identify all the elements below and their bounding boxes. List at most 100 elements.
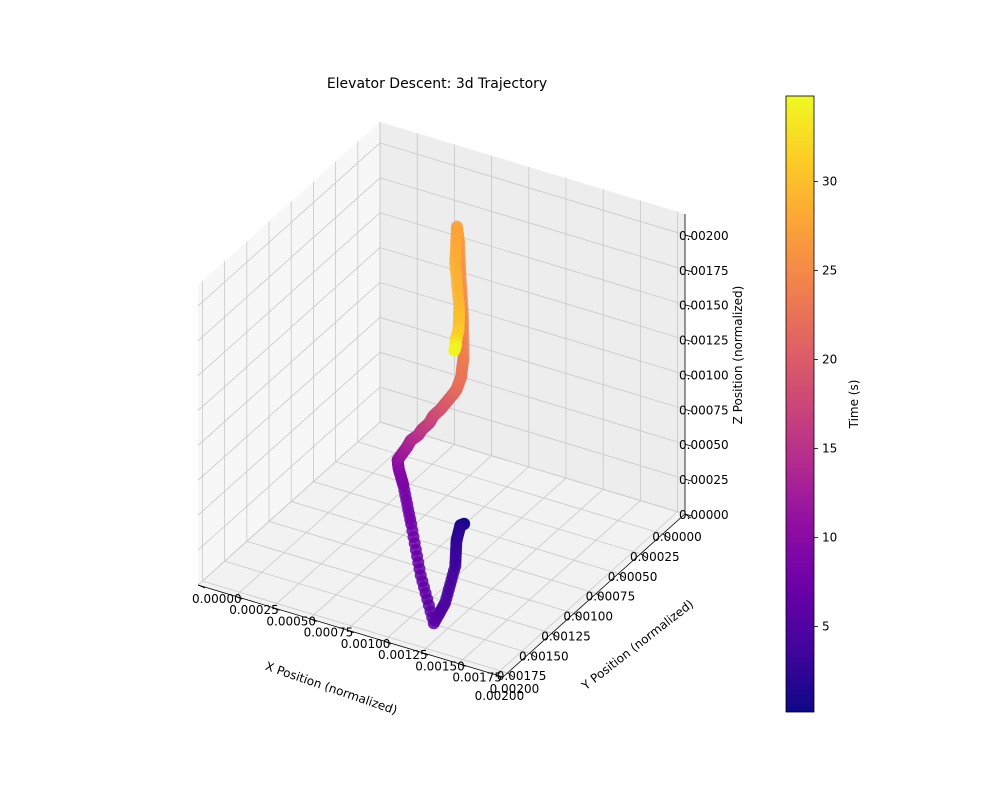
z-tick-label: 0.00150	[679, 299, 729, 313]
y-tick-label: 0.00100	[341, 637, 391, 651]
y-axis-line	[197, 584, 504, 678]
x-tick	[595, 593, 603, 598]
y-tick-label: 0.00050	[266, 614, 316, 628]
x-tick	[507, 672, 514, 678]
grid-line-z-back	[379, 247, 686, 340]
grid-line-y-floor	[420, 489, 604, 653]
z-tick-label: 0.00075	[679, 403, 729, 417]
grid-line-z-left	[197, 177, 381, 342]
y-tick	[458, 663, 466, 667]
y-tick	[421, 651, 429, 656]
z-tick	[684, 234, 693, 238]
colorbar-tick-label: 30	[822, 175, 837, 189]
y-tick-label: 0.00200	[490, 682, 540, 696]
y-tick-label: 0.00075	[304, 626, 354, 640]
grid-line-z-back	[379, 421, 686, 515]
y-tick	[495, 674, 503, 679]
y-tick-label: 0.00175	[452, 671, 502, 685]
x-tick-label: 0.00025	[630, 550, 680, 564]
colorbar-ticks: 5 10 15 20 25 30	[814, 175, 837, 634]
axes-panes	[198, 122, 685, 677]
z-tick	[684, 513, 693, 517]
y-tick	[383, 640, 392, 645]
z-tick	[684, 478, 693, 482]
grid-line-z-left	[197, 212, 381, 376]
y-tick-label: 0.00150	[415, 659, 465, 673]
colorbar-tick-label: 25	[822, 264, 837, 278]
trajectory-points	[391, 220, 471, 630]
grid-line-x-floor	[357, 441, 663, 535]
trajectory-point	[448, 344, 461, 357]
floor-pane	[198, 422, 685, 677]
z-tick	[684, 374, 693, 377]
grid-line-z-back	[379, 177, 686, 271]
x-tick-label: 0.00150	[519, 649, 569, 663]
colorbar-label: Time (s)	[847, 380, 861, 430]
z-tick-label: 0.00025	[679, 473, 729, 487]
z-tick-label: 0.00200	[679, 229, 729, 243]
x-tick-label: 0.00200	[475, 689, 525, 703]
z-tick-label: 0.00000	[679, 508, 729, 522]
grid-line-x-floor	[291, 501, 597, 594]
x-tick	[618, 573, 625, 578]
x-tick	[529, 652, 536, 658]
x-tick-label: 0.00175	[497, 669, 547, 683]
grid-line-z-back	[379, 142, 686, 236]
x-tick-label: 0.00100	[563, 610, 613, 624]
tick-marks: 0.000000.000250.000500.000750.001000.001…	[192, 229, 729, 703]
z-tick-label: 0.00125	[679, 334, 729, 348]
y-tick-label: 0.00125	[378, 648, 428, 662]
grid-line-z-left	[197, 421, 381, 586]
grid-lines	[197, 122, 686, 676]
z-tick	[684, 408, 693, 412]
y-tick	[346, 629, 354, 634]
grid-line-y-floor	[458, 500, 641, 664]
x-tick-label: 0.00075	[586, 590, 636, 604]
z-tick-label: 0.00100	[679, 369, 729, 383]
grid-line-y-floor	[234, 432, 418, 597]
z-tick	[684, 339, 693, 342]
z-axis-label: Z Position (normalized)	[731, 286, 745, 425]
colorbar-tick-label: 15	[822, 442, 837, 456]
back-pane	[380, 122, 685, 514]
grid-line-x-floor	[202, 580, 508, 674]
axis-lines	[197, 214, 686, 678]
grid-line-z-back	[379, 282, 686, 375]
grid-line-z-back	[379, 386, 686, 480]
grid-line-z-back	[379, 316, 686, 410]
x-axis-label: X Position (normalized)	[263, 659, 399, 717]
grid-line-z-left	[197, 386, 381, 551]
grid-line-y-floor	[346, 466, 530, 631]
x-tick	[573, 613, 581, 618]
grid-line-z-back	[379, 212, 686, 306]
grid-line-x-floor	[224, 560, 530, 654]
colorbar-tick-label: 20	[822, 353, 837, 367]
grid-line-x-floor	[335, 461, 641, 555]
grid-line-y-floor	[383, 477, 567, 642]
x-axis-line	[502, 513, 686, 678]
x-tick	[662, 533, 670, 539]
x-tick	[551, 632, 559, 638]
y-tick-label: 0.00025	[229, 603, 279, 617]
grid-line-z-back	[379, 351, 686, 445]
z-tick	[684, 304, 693, 308]
grid-line-x-floor	[246, 540, 552, 634]
y-tick-label: 0.00000	[192, 592, 242, 606]
grid-line-z-left	[197, 282, 381, 446]
grid-line-z-left	[197, 142, 381, 307]
colorbar-tick-label: 5	[822, 620, 830, 634]
grid-line-y-floor	[495, 511, 678, 676]
left-pane	[198, 122, 380, 585]
y-tick	[235, 595, 243, 600]
grid-line-z-left	[197, 317, 381, 481]
y-tick	[197, 584, 206, 589]
colorbar-tick-label: 10	[822, 531, 837, 545]
x-tick-label: 0.00050	[608, 570, 658, 584]
grid-line-y-floor	[272, 444, 455, 608]
z-tick-label: 0.00050	[679, 438, 729, 452]
z-tick	[684, 269, 693, 273]
z-tick-label: 0.00175	[679, 264, 729, 278]
x-tick	[640, 553, 647, 559]
z-tick	[684, 443, 693, 447]
